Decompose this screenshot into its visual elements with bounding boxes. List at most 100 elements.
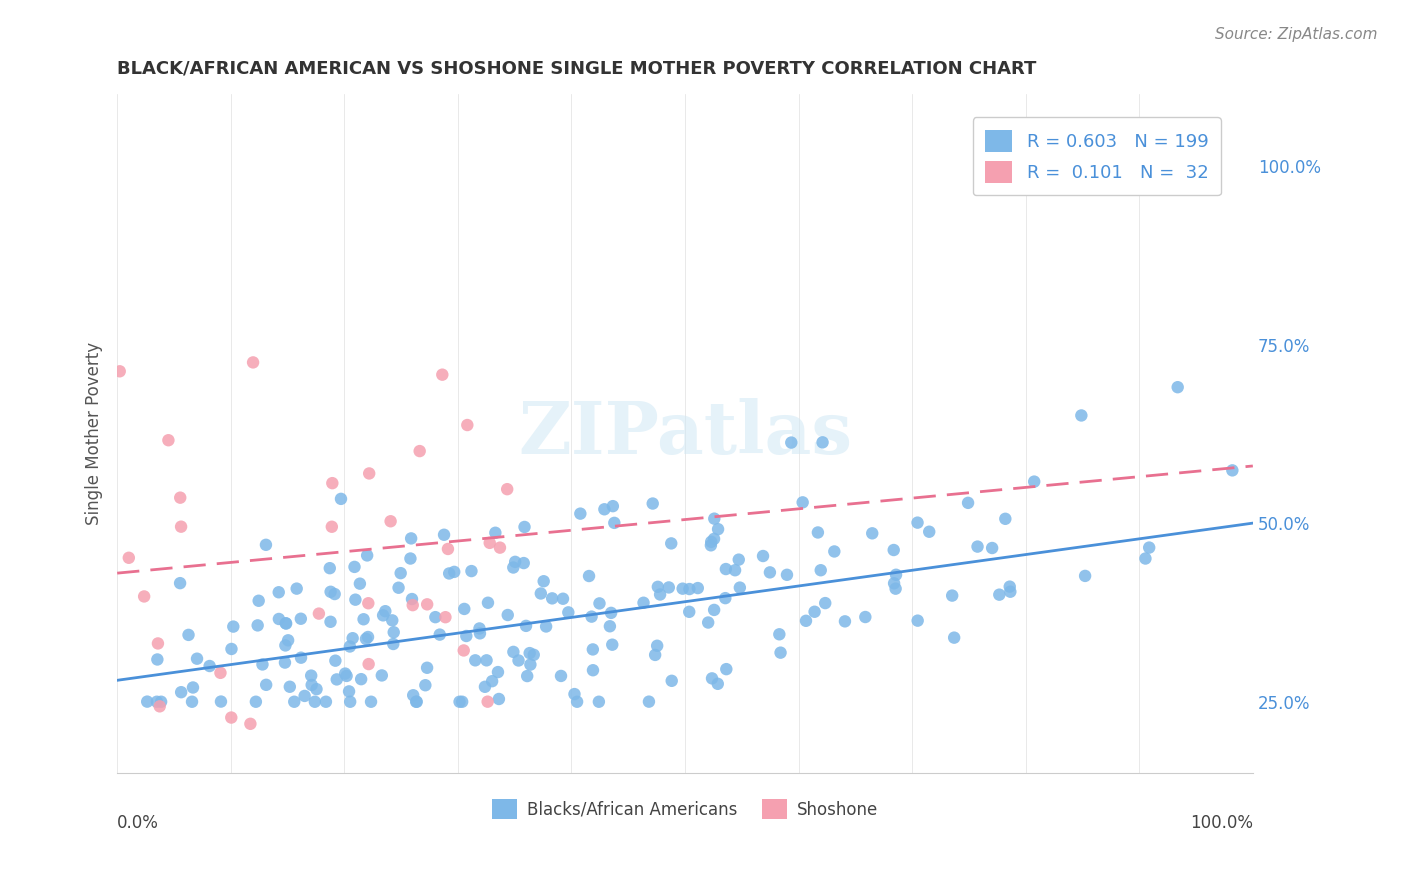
Point [283, 695, 305, 709]
Point [981, 541, 1004, 555]
Point [437, 541, 460, 556]
Point [149, 699, 172, 714]
Point [515, 619, 537, 633]
Point [118, 550, 141, 565]
Point [453, 643, 475, 657]
Text: BLACK/AFRICAN AMERICAN VS SHOSHONE SINGLE MOTHER POVERTY CORRELATION CHART: BLACK/AFRICAN AMERICAN VS SHOSHONE SINGL… [117, 60, 1036, 78]
Point [600, 606, 623, 620]
Point [339, 695, 361, 709]
Point [274, 656, 297, 670]
Point [724, 563, 747, 577]
Point [387, 581, 409, 595]
Point [330, 491, 353, 506]
Point [794, 614, 817, 628]
Point [267, 585, 290, 599]
Point [108, 364, 131, 378]
Point [602, 499, 624, 513]
Point [169, 491, 191, 505]
Point [803, 605, 825, 619]
Point [382, 637, 405, 651]
Point [294, 689, 316, 703]
Point [290, 650, 312, 665]
Point [957, 496, 980, 510]
Point [342, 631, 364, 645]
Point [354, 632, 377, 646]
Point [703, 511, 725, 525]
Point [776, 567, 799, 582]
Point [810, 563, 832, 577]
Point [186, 651, 208, 665]
Point [460, 564, 482, 578]
Point [943, 631, 966, 645]
Point [382, 625, 405, 640]
Point [451, 695, 474, 709]
Point [941, 589, 963, 603]
Point [321, 476, 343, 491]
Point [759, 566, 782, 580]
Point [496, 482, 519, 496]
Point [415, 678, 437, 692]
Point [1070, 409, 1092, 423]
Point [319, 584, 342, 599]
Point [834, 615, 856, 629]
Point [285, 582, 308, 596]
Text: Source: ZipAtlas.com: Source: ZipAtlas.com [1215, 27, 1378, 42]
Point [884, 582, 907, 596]
Point [449, 695, 471, 709]
Point [299, 668, 322, 682]
Point [588, 596, 610, 610]
Point [564, 687, 586, 701]
Point [686, 581, 709, 595]
Point [569, 507, 592, 521]
Point [588, 695, 610, 709]
Point [703, 603, 725, 617]
Point [339, 640, 361, 654]
Point [714, 562, 737, 576]
Point [714, 591, 737, 606]
Point [267, 612, 290, 626]
Point [146, 695, 169, 709]
Point [468, 622, 491, 636]
Point [860, 526, 883, 541]
Point [429, 627, 451, 641]
Point [792, 495, 814, 509]
Point [582, 663, 605, 677]
Point [371, 608, 394, 623]
Point [728, 581, 751, 595]
Point [599, 619, 621, 633]
Legend: Blacks/African Americans, Shoshone: Blacks/African Americans, Shoshone [485, 792, 884, 826]
Point [357, 596, 380, 610]
Point [219, 710, 242, 724]
Point [360, 695, 382, 709]
Point [550, 669, 572, 683]
Point [1167, 380, 1189, 394]
Text: 0.0%: 0.0% [117, 814, 159, 832]
Point [907, 516, 929, 530]
Point [321, 520, 343, 534]
Point [582, 642, 605, 657]
Point [645, 639, 668, 653]
Point [519, 657, 541, 672]
Point [477, 596, 499, 610]
Point [533, 574, 555, 589]
Point [434, 610, 457, 624]
Point [245, 695, 267, 709]
Point [502, 560, 524, 574]
Point [481, 674, 503, 689]
Text: 100.0%: 100.0% [1189, 814, 1253, 832]
Point [222, 619, 245, 633]
Point [357, 630, 380, 644]
Point [416, 661, 439, 675]
Y-axis label: Single Mother Poverty: Single Mother Poverty [86, 343, 103, 525]
Point [274, 639, 297, 653]
Point [1137, 541, 1160, 555]
Point [648, 587, 671, 601]
Point [357, 657, 380, 671]
Point [496, 607, 519, 622]
Point [647, 580, 669, 594]
Point [356, 549, 378, 563]
Point [221, 642, 243, 657]
Point [478, 536, 501, 550]
Point [433, 528, 456, 542]
Point [503, 555, 526, 569]
